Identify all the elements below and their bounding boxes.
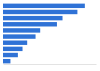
bar	[3, 4, 85, 8]
axis-line	[4, 64, 97, 65]
bar	[3, 41, 27, 45]
bar	[3, 53, 18, 57]
bar	[3, 34, 36, 38]
bar	[3, 59, 10, 63]
bar	[3, 16, 63, 20]
bar	[3, 10, 77, 14]
value-axis	[4, 64, 97, 65]
plot	[3, 4, 97, 65]
bar	[3, 47, 23, 51]
bar	[3, 22, 57, 26]
chart	[0, 0, 100, 71]
bar	[3, 28, 40, 32]
bars	[3, 4, 85, 64]
